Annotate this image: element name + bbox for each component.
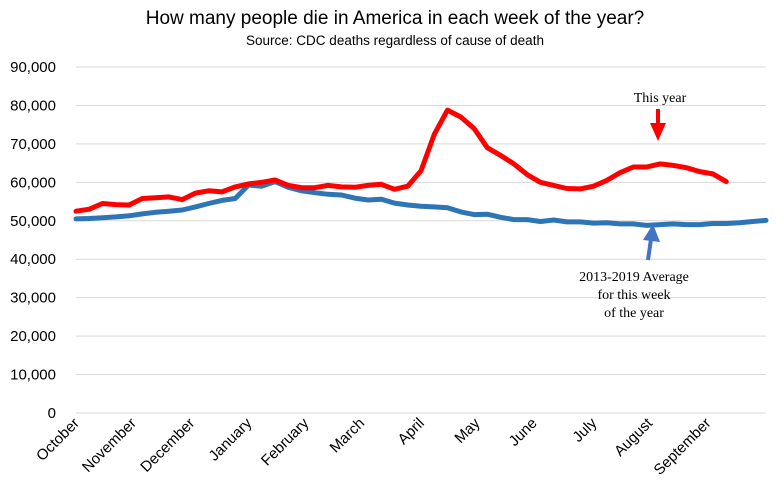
chart-title: How many people die in America in each w… <box>146 8 645 29</box>
x-tick-label: September <box>651 415 715 479</box>
x-tick-label: January <box>206 414 256 464</box>
y-tick-label: 50,000 <box>10 213 56 230</box>
y-tick-label: 30,000 <box>10 290 56 307</box>
series-lines <box>73 107 769 228</box>
chart-subtitle: Source: CDC deaths regardless of cause o… <box>246 33 544 48</box>
x-tick-label: December <box>137 415 198 476</box>
x-tick-label: February <box>258 414 313 469</box>
y-tick-label: 60,000 <box>10 174 56 191</box>
series-line-average <box>73 179 769 228</box>
x-tick-label: August <box>611 414 657 460</box>
annotation-average-line-2: for this week <box>597 288 670 303</box>
annotation-average-line-3: of the year <box>604 306 664 321</box>
x-tick-label: November <box>79 415 140 476</box>
y-tick-label: 40,000 <box>10 251 56 268</box>
y-tick-label: 80,000 <box>10 97 56 114</box>
annotation-this-year-label: This year <box>634 91 687 106</box>
x-tick-label: October <box>33 415 83 465</box>
annotation-average: 2013-2019 Average for this week of the y… <box>579 224 689 321</box>
x-tick-label: April <box>395 415 428 448</box>
annotation-this-year: This year <box>634 91 687 141</box>
x-tick-label: March <box>327 415 368 456</box>
y-axis-ticks: 0 10,000 20,000 30,000 40,000 50,000 60,000 70,… <box>10 59 56 422</box>
annotation-this-year-arrow-head <box>650 123 666 141</box>
annotation-average-arrow-shaft <box>646 238 653 261</box>
y-tick-label: 70,000 <box>10 136 56 153</box>
annotation-average-arrow-head <box>643 224 660 242</box>
y-tick-label: 0 <box>48 405 56 422</box>
y-tick-label: 10,000 <box>10 367 56 384</box>
annotation-average-line-1: 2013-2019 Average <box>579 270 689 285</box>
gridlines <box>76 66 766 414</box>
x-tick-label: June <box>506 415 541 450</box>
y-tick-label: 20,000 <box>10 328 56 345</box>
series-line-this-year <box>73 107 729 214</box>
x-tick-label: May <box>451 414 483 446</box>
y-tick-label: 90,000 <box>10 59 56 76</box>
x-tick-label: July <box>569 414 600 445</box>
